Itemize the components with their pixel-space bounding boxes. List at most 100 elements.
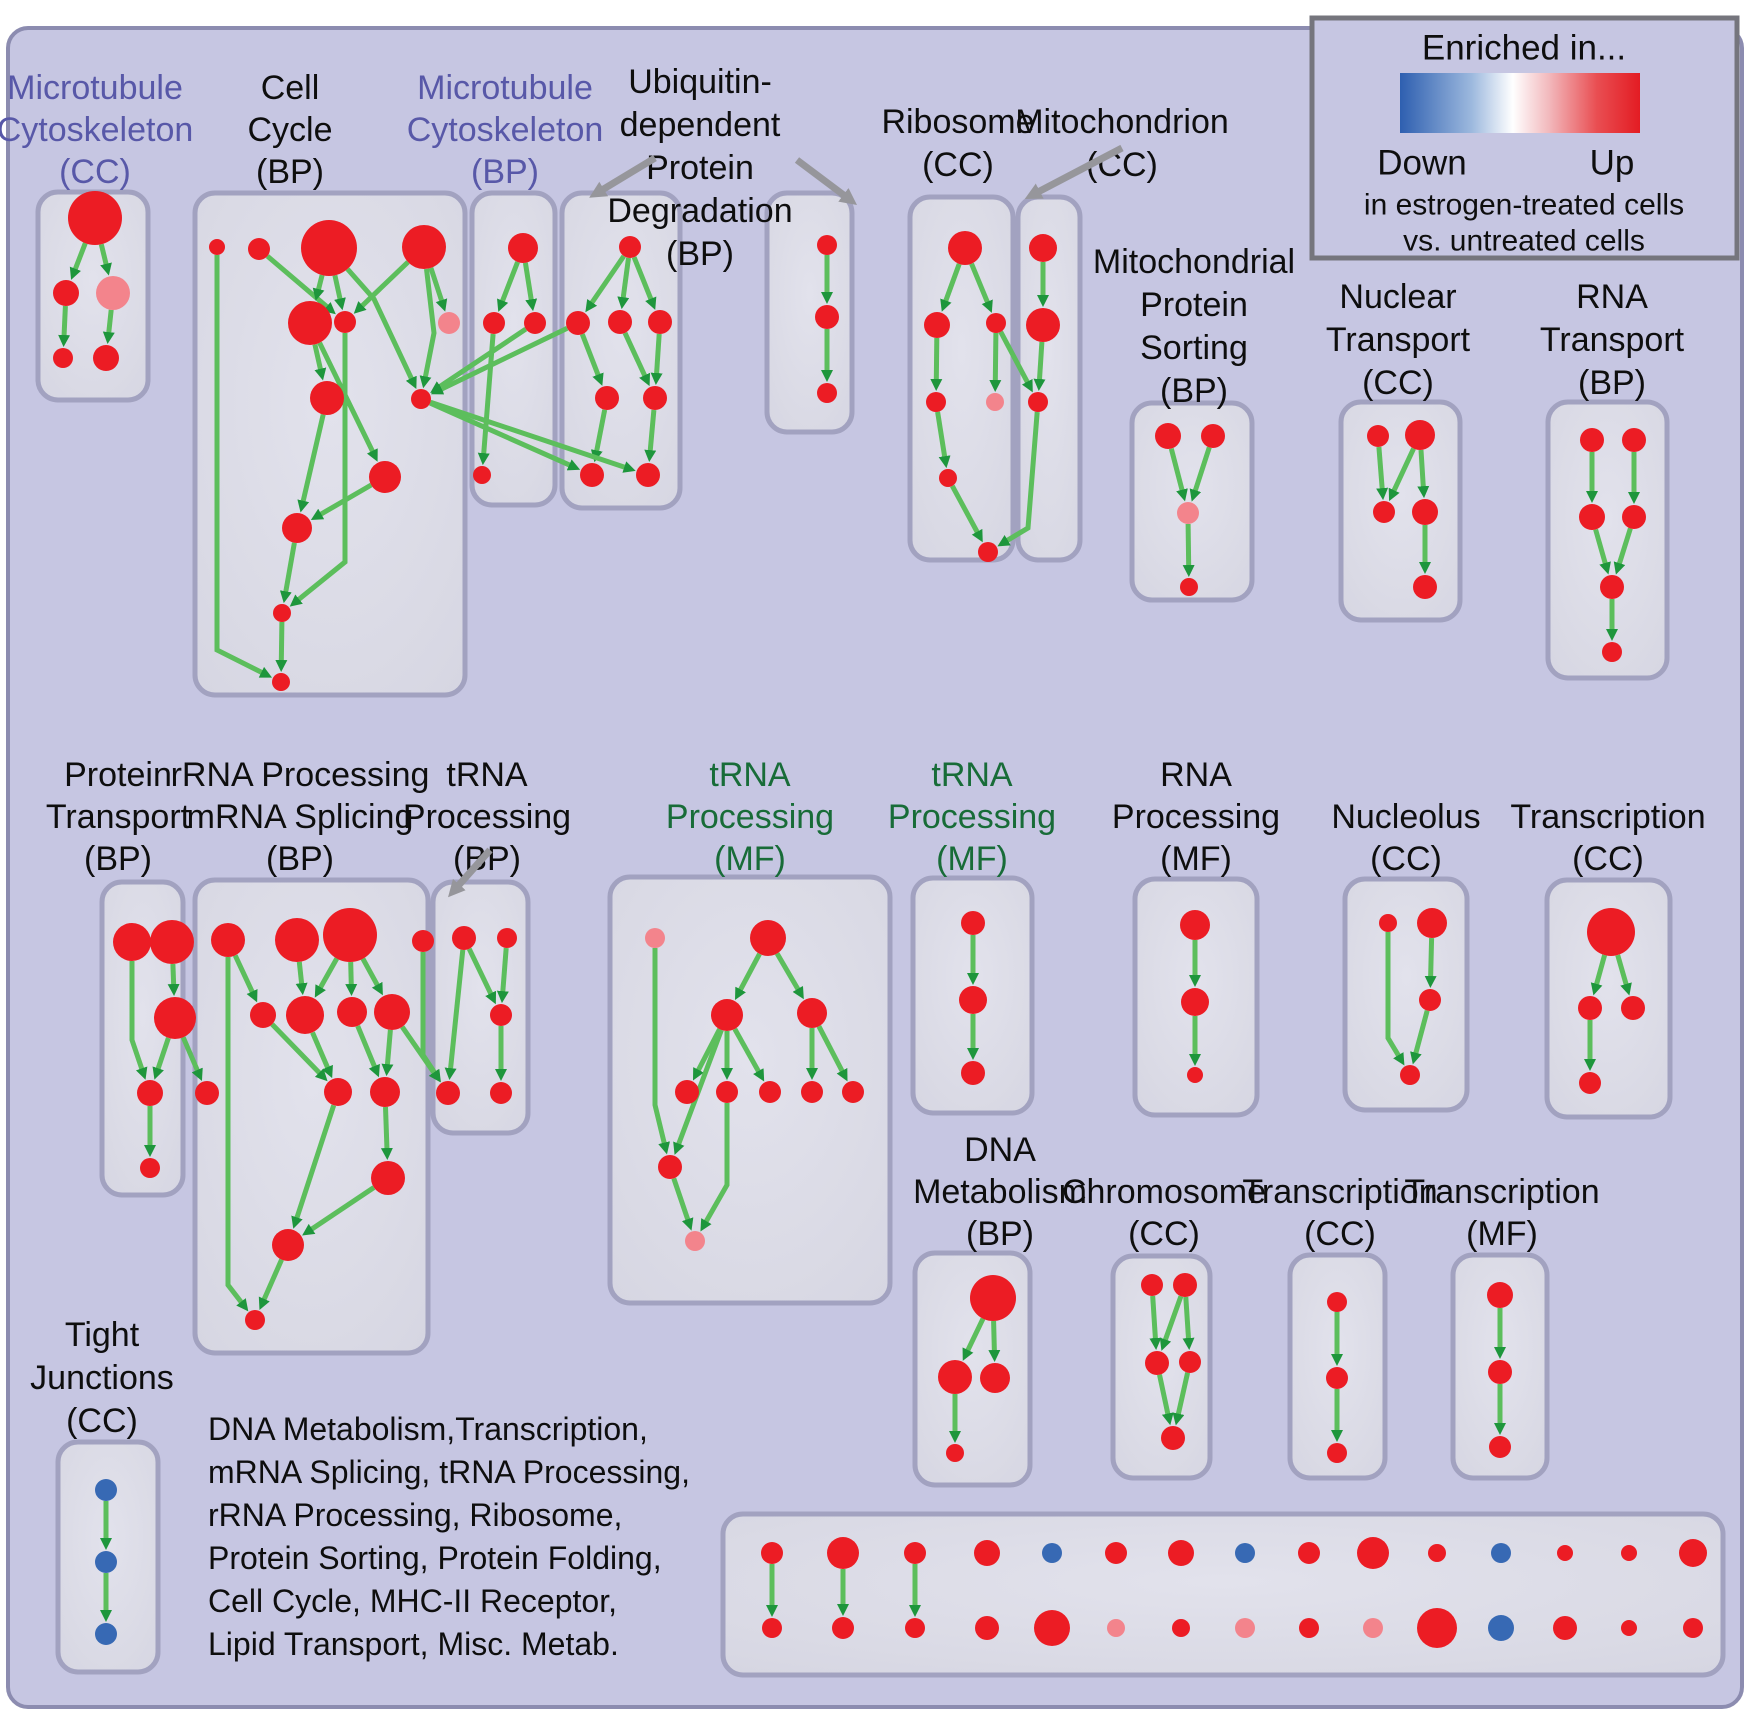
edge-ribosome.f6-ribosome.f7 xyxy=(950,484,983,543)
node-trna-mf-big-p4 xyxy=(797,998,827,1028)
edge-rrna-mrna.m8-trna-bp.t4 xyxy=(400,1025,441,1083)
cluster-cell-cycle-box xyxy=(192,190,468,698)
cluster-tight-junctions-label-line-2: (CC) xyxy=(66,1402,138,1440)
node-trna-mf-big-p7 xyxy=(759,1081,781,1103)
node-nucleolus-s1 xyxy=(1379,914,1397,932)
node-nuclear-transport-i4 xyxy=(1412,499,1438,525)
node-ribosome-f1 xyxy=(948,231,982,265)
cluster-transcription-cc-3-label-line-0: Transcription xyxy=(1242,1173,1437,1211)
node-mito-protein-sorting-h4 xyxy=(1180,578,1198,596)
edge-nucleolus.s2-nucleolus.s3 xyxy=(1424,937,1437,988)
edge-rna-transport.j4-rna-transport.j5 xyxy=(1613,527,1633,575)
node-cell-cycle-n12 xyxy=(273,604,291,622)
node-ubi-deg-1-u8 xyxy=(636,463,660,487)
node-protein-transport-k5 xyxy=(140,1158,160,1178)
node-nuclear-transport-i1 xyxy=(1367,425,1389,447)
edge-cell-cycle.n9-ubi-deg-1.u7 xyxy=(429,400,581,471)
edge-chromosome.y1-chromosome.y3 xyxy=(1149,1295,1162,1350)
node-ubi-deg-1-u6 xyxy=(643,386,667,410)
cluster-protein-transport-label-line-0: Protein xyxy=(64,756,172,794)
node-microtubule-cc-d xyxy=(53,348,73,368)
cluster-nucleolus-label-line-1: (CC) xyxy=(1370,840,1442,878)
node-cell-cycle-n13 xyxy=(272,673,290,691)
cluster-ubi-deg-1-label-line-3: Degradation xyxy=(607,192,792,230)
edge-microtubule-cc.b-microtubule-cc.d xyxy=(58,305,71,347)
cluster-trna-bp-label-line-1: Processing xyxy=(403,798,571,836)
cluster-ubi-deg-1-label-line-4: (BP) xyxy=(666,235,734,273)
node-misc-group-ta10 xyxy=(1357,1537,1389,1569)
edge-microtubule-bp.c1-microtubule-bp.c3 xyxy=(522,262,538,312)
cluster-rna-transport-label-line-0: RNA xyxy=(1576,278,1648,316)
node-cell-cycle-n8 xyxy=(310,381,344,415)
edge-cell-cycle.n4-cell-cycle.n9 xyxy=(419,268,437,389)
node-trna-mf-big-p1 xyxy=(645,928,665,948)
node-misc-group-bb13 xyxy=(1553,1616,1577,1640)
edge-trna-mf-big.p1-trna-mf-big.p10 xyxy=(652,948,670,1155)
cluster-ubi-deg-1-label-line-2: Protein xyxy=(646,149,754,187)
edge-rrna-mrna.m10-rrna-mrna.m11 xyxy=(380,1106,393,1160)
cluster-rrna-mrna-label-line-2: (BP) xyxy=(266,840,334,878)
edge-rrna-mrna.m1-rrna-mrna.m5 xyxy=(232,954,258,1003)
legend-up-label: Up xyxy=(1590,144,1635,183)
edge-trna-bp.t1-trna-bp.t4 xyxy=(444,949,466,1081)
node-misc-group-ta11 xyxy=(1428,1544,1446,1562)
node-transcription-cc-2-w4 xyxy=(1579,1072,1601,1094)
cluster-mitochondrion-label-line-1: (CC) xyxy=(1086,146,1158,184)
cluster-rrna-mrna-label-line-1: mRNA Splicing xyxy=(187,798,414,836)
cluster-ubi-deg-1-label-line-1: dependent xyxy=(620,106,781,144)
cluster-transcription-cc-2-label-line-1: (CC) xyxy=(1572,840,1644,878)
edge-rrna-mrna.m7-rrna-mrna.m10 xyxy=(355,1024,380,1078)
node-misc-group-ta13 xyxy=(1557,1545,1573,1561)
edge-trna-mf-big.p4-trna-mf-big.p9 xyxy=(816,1025,848,1082)
node-trna-mf-big-p8 xyxy=(801,1081,823,1103)
node-protein-transport-k2 xyxy=(150,920,194,964)
cluster-transcription-cc-3-box xyxy=(1287,1252,1388,1481)
edge-protein-transport.k3-rrna-mrna.m14 xyxy=(180,1036,203,1081)
node-misc-group-ta12 xyxy=(1491,1543,1511,1563)
legend-title: Enriched in... xyxy=(1422,29,1626,68)
legend-gradient-bar xyxy=(1400,73,1640,133)
pointer-arrows xyxy=(448,144,1124,898)
node-nuclear-transport-i5 xyxy=(1413,575,1437,599)
cluster-protein-transport-label-line-2: (BP) xyxy=(84,840,152,878)
cluster-ribosome-label-line-1: (CC) xyxy=(922,146,994,184)
cluster-rna-transport-box xyxy=(1545,399,1670,681)
edge-chromosome.y2-chromosome.y3 xyxy=(1159,1295,1184,1351)
cluster-microtubule-bp-label-line-2: (BP) xyxy=(471,153,539,191)
edge-ribosome.f2-ribosome.f4 xyxy=(930,337,943,391)
edge-trna-mf-big.p10-trna-mf-big.p11 xyxy=(671,1177,694,1231)
misc-annotation-line-1: mRNA Splicing, tRNA Processing, xyxy=(208,1454,690,1490)
node-misc-group-bb12 xyxy=(1488,1615,1514,1641)
node-transcription-cc-3-z2 xyxy=(1326,1367,1348,1389)
cluster-cell-cycle-label-line-1: Cycle xyxy=(247,111,332,149)
node-misc-group-bb9 xyxy=(1299,1618,1319,1638)
edge-protein-transport.k1-protein-transport.k4 xyxy=(129,961,148,1080)
node-cell-cycle-n5 xyxy=(334,311,356,333)
cluster-mito-protein-sorting-label-line-1: Protein xyxy=(1140,286,1248,324)
cluster-microtubule-cc-label-line-0: Microtubule xyxy=(7,69,183,107)
node-ribosome-f2 xyxy=(924,312,950,338)
node-misc-group-ta2 xyxy=(827,1537,859,1569)
node-rrna-mrna-m11 xyxy=(371,1161,405,1195)
node-misc-group-bb5 xyxy=(1034,1610,1070,1646)
node-rna-transport-j2 xyxy=(1622,428,1646,452)
cluster-rrna-mrna-label-line-0: rRNA Processing xyxy=(171,756,430,794)
edge-rrna-mrna.m2-rrna-mrna.m6 xyxy=(295,961,308,996)
cluster-rna-processing-mf-label-line-0: RNA xyxy=(1160,756,1232,794)
cluster-protein-transport-label-line-1: Transport xyxy=(46,798,191,836)
edge-microtubule-bp.c1-microtubule-bp.c2 xyxy=(497,261,520,312)
edge-rrna-mrna.m6-rrna-mrna.m9 xyxy=(310,1031,333,1079)
node-trna-mf-big-p3 xyxy=(711,999,743,1031)
edge-trna-mf-big.p3-trna-mf-big.p10 xyxy=(673,1029,724,1155)
edge-trna-mf-big.p2-trna-mf-big.p3 xyxy=(735,952,762,1001)
edge-ubi-deg-1.u5-ubi-deg-1.u7 xyxy=(590,409,608,463)
node-ubi-deg-1-u1 xyxy=(619,236,641,258)
node-cell-cycle-n10 xyxy=(369,461,401,493)
cluster-transcription-cc-3-label-line-1: (CC) xyxy=(1304,1215,1376,1253)
node-misc-group-bb7 xyxy=(1172,1619,1190,1637)
edge-nuclear-transport.i2-nuclear-transport.i3 xyxy=(1388,447,1416,502)
node-transcription-cc-2-w1 xyxy=(1587,908,1635,956)
node-ubi-deg-1-u7 xyxy=(580,463,604,487)
node-rrna-mrna-m9 xyxy=(324,1078,352,1106)
